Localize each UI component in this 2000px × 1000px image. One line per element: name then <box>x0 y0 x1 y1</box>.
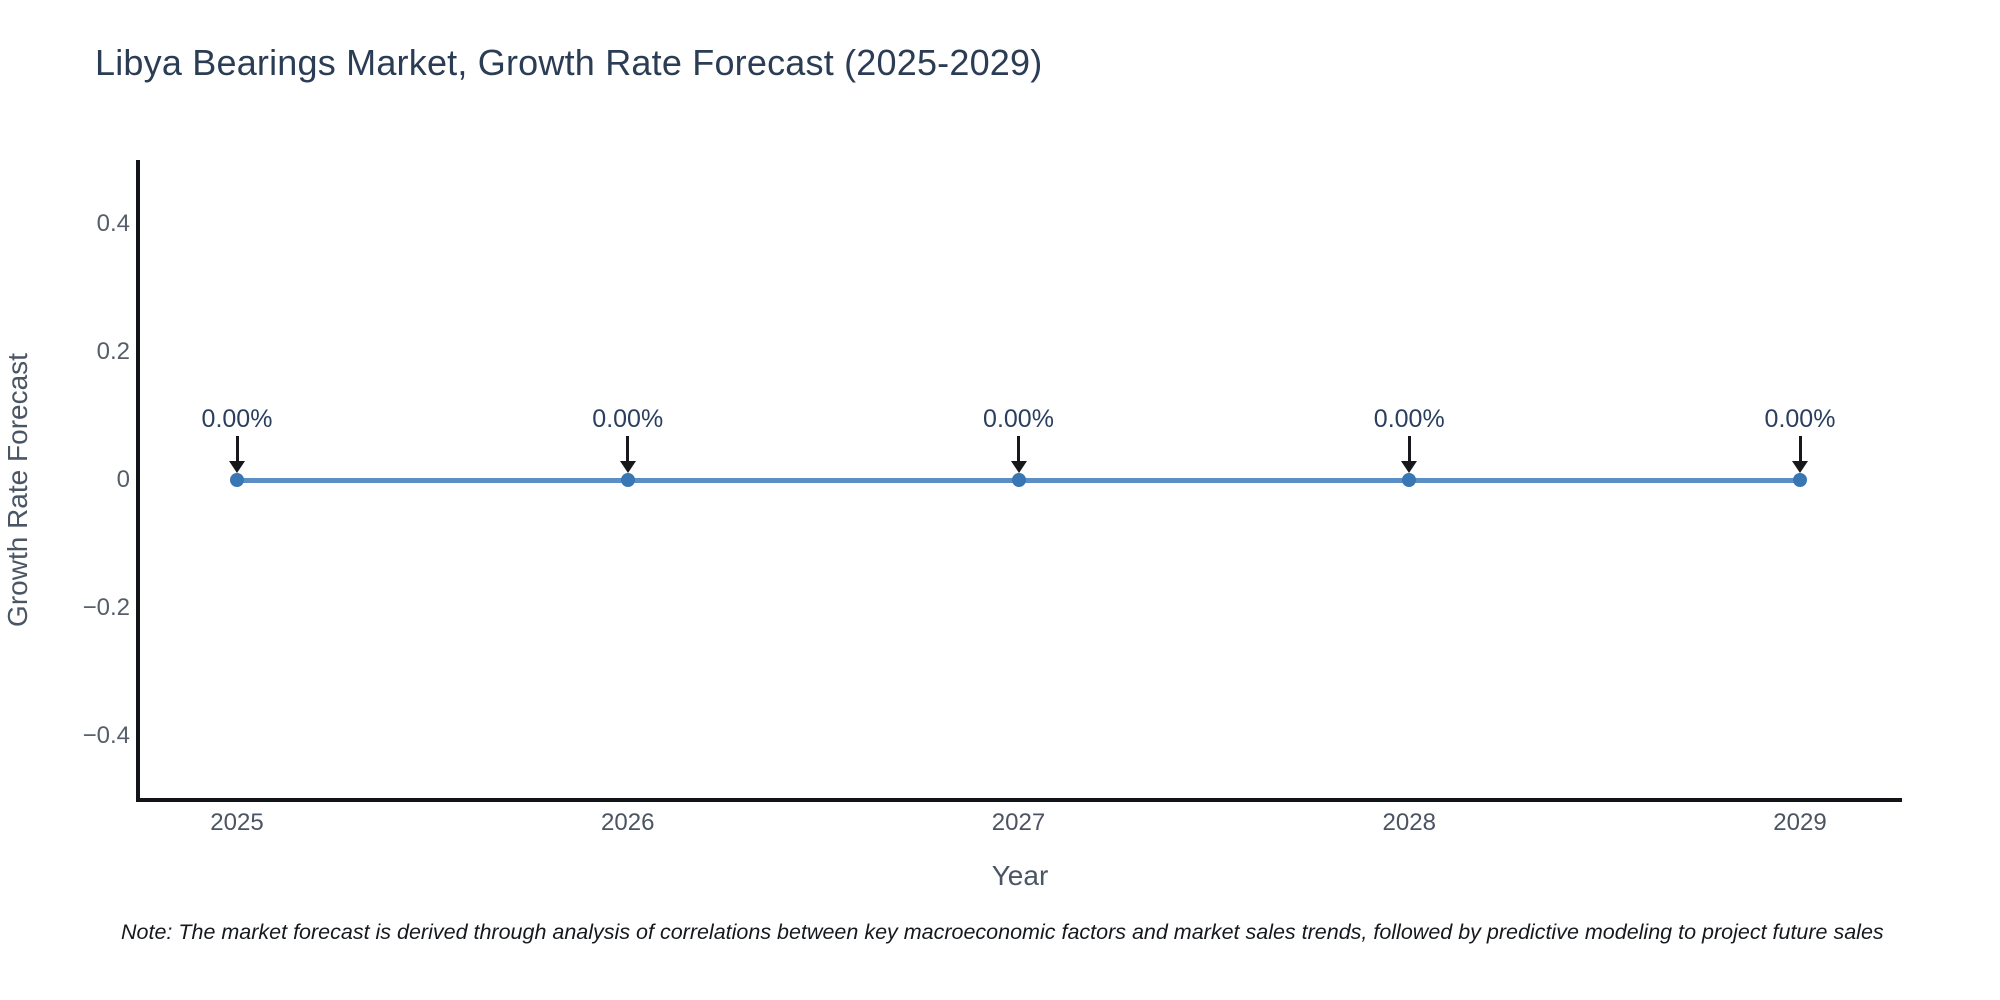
y-tick-label: 0 <box>116 466 130 493</box>
x-tick-label: 2025 <box>210 809 264 836</box>
annotation-label: 0.00% <box>201 405 273 433</box>
x-tick-label: 2028 <box>1382 809 1436 836</box>
annotation-arrow-head <box>619 461 636 473</box>
annotation-arrow-stem <box>235 436 239 462</box>
annotation-label: 0.00% <box>983 405 1054 433</box>
annotation-arrow-head <box>229 461 245 473</box>
data-point-marker <box>620 473 635 487</box>
y-axis-title: Growth Rate Forecast <box>2 353 33 627</box>
annotation-label: 0.00% <box>1373 405 1445 433</box>
annotation-arrow-stem <box>1017 436 1020 462</box>
annotation-label: 0.00% <box>592 405 664 433</box>
x-tick-label: 2027 <box>991 809 1046 836</box>
chart-title: Libya Bearings Market, Growth Rate Forec… <box>95 42 1043 83</box>
y-tick-label: 0.2 <box>96 338 130 365</box>
annotation-label: 0.00% <box>1764 405 1836 433</box>
annotation-arrow-head <box>1792 461 1808 473</box>
y-tick-label: −0.4 <box>82 722 130 749</box>
annotation-arrow-head <box>1010 461 1027 473</box>
data-point-marker <box>1793 473 1807 487</box>
data-point-marker <box>1011 473 1026 487</box>
annotation-arrow-stem <box>1407 436 1411 462</box>
annotation-arrow-stem <box>626 436 630 462</box>
annotation-arrow-head <box>1401 461 1418 473</box>
data-point-marker <box>1402 473 1417 487</box>
x-tick-label: 2026 <box>601 809 655 836</box>
y-tick-label: −0.2 <box>82 594 130 621</box>
y-axis-line <box>136 160 140 802</box>
annotation-arrow-stem <box>1798 436 1802 462</box>
x-axis-title: Year <box>991 860 1049 891</box>
data-point-marker <box>230 473 244 487</box>
x-axis-line <box>136 798 1902 802</box>
x-tick-label: 2029 <box>1773 809 1827 836</box>
footnote-text: Note: The market forecast is derived thr… <box>121 920 1884 944</box>
y-tick-label: 0.4 <box>96 210 130 237</box>
